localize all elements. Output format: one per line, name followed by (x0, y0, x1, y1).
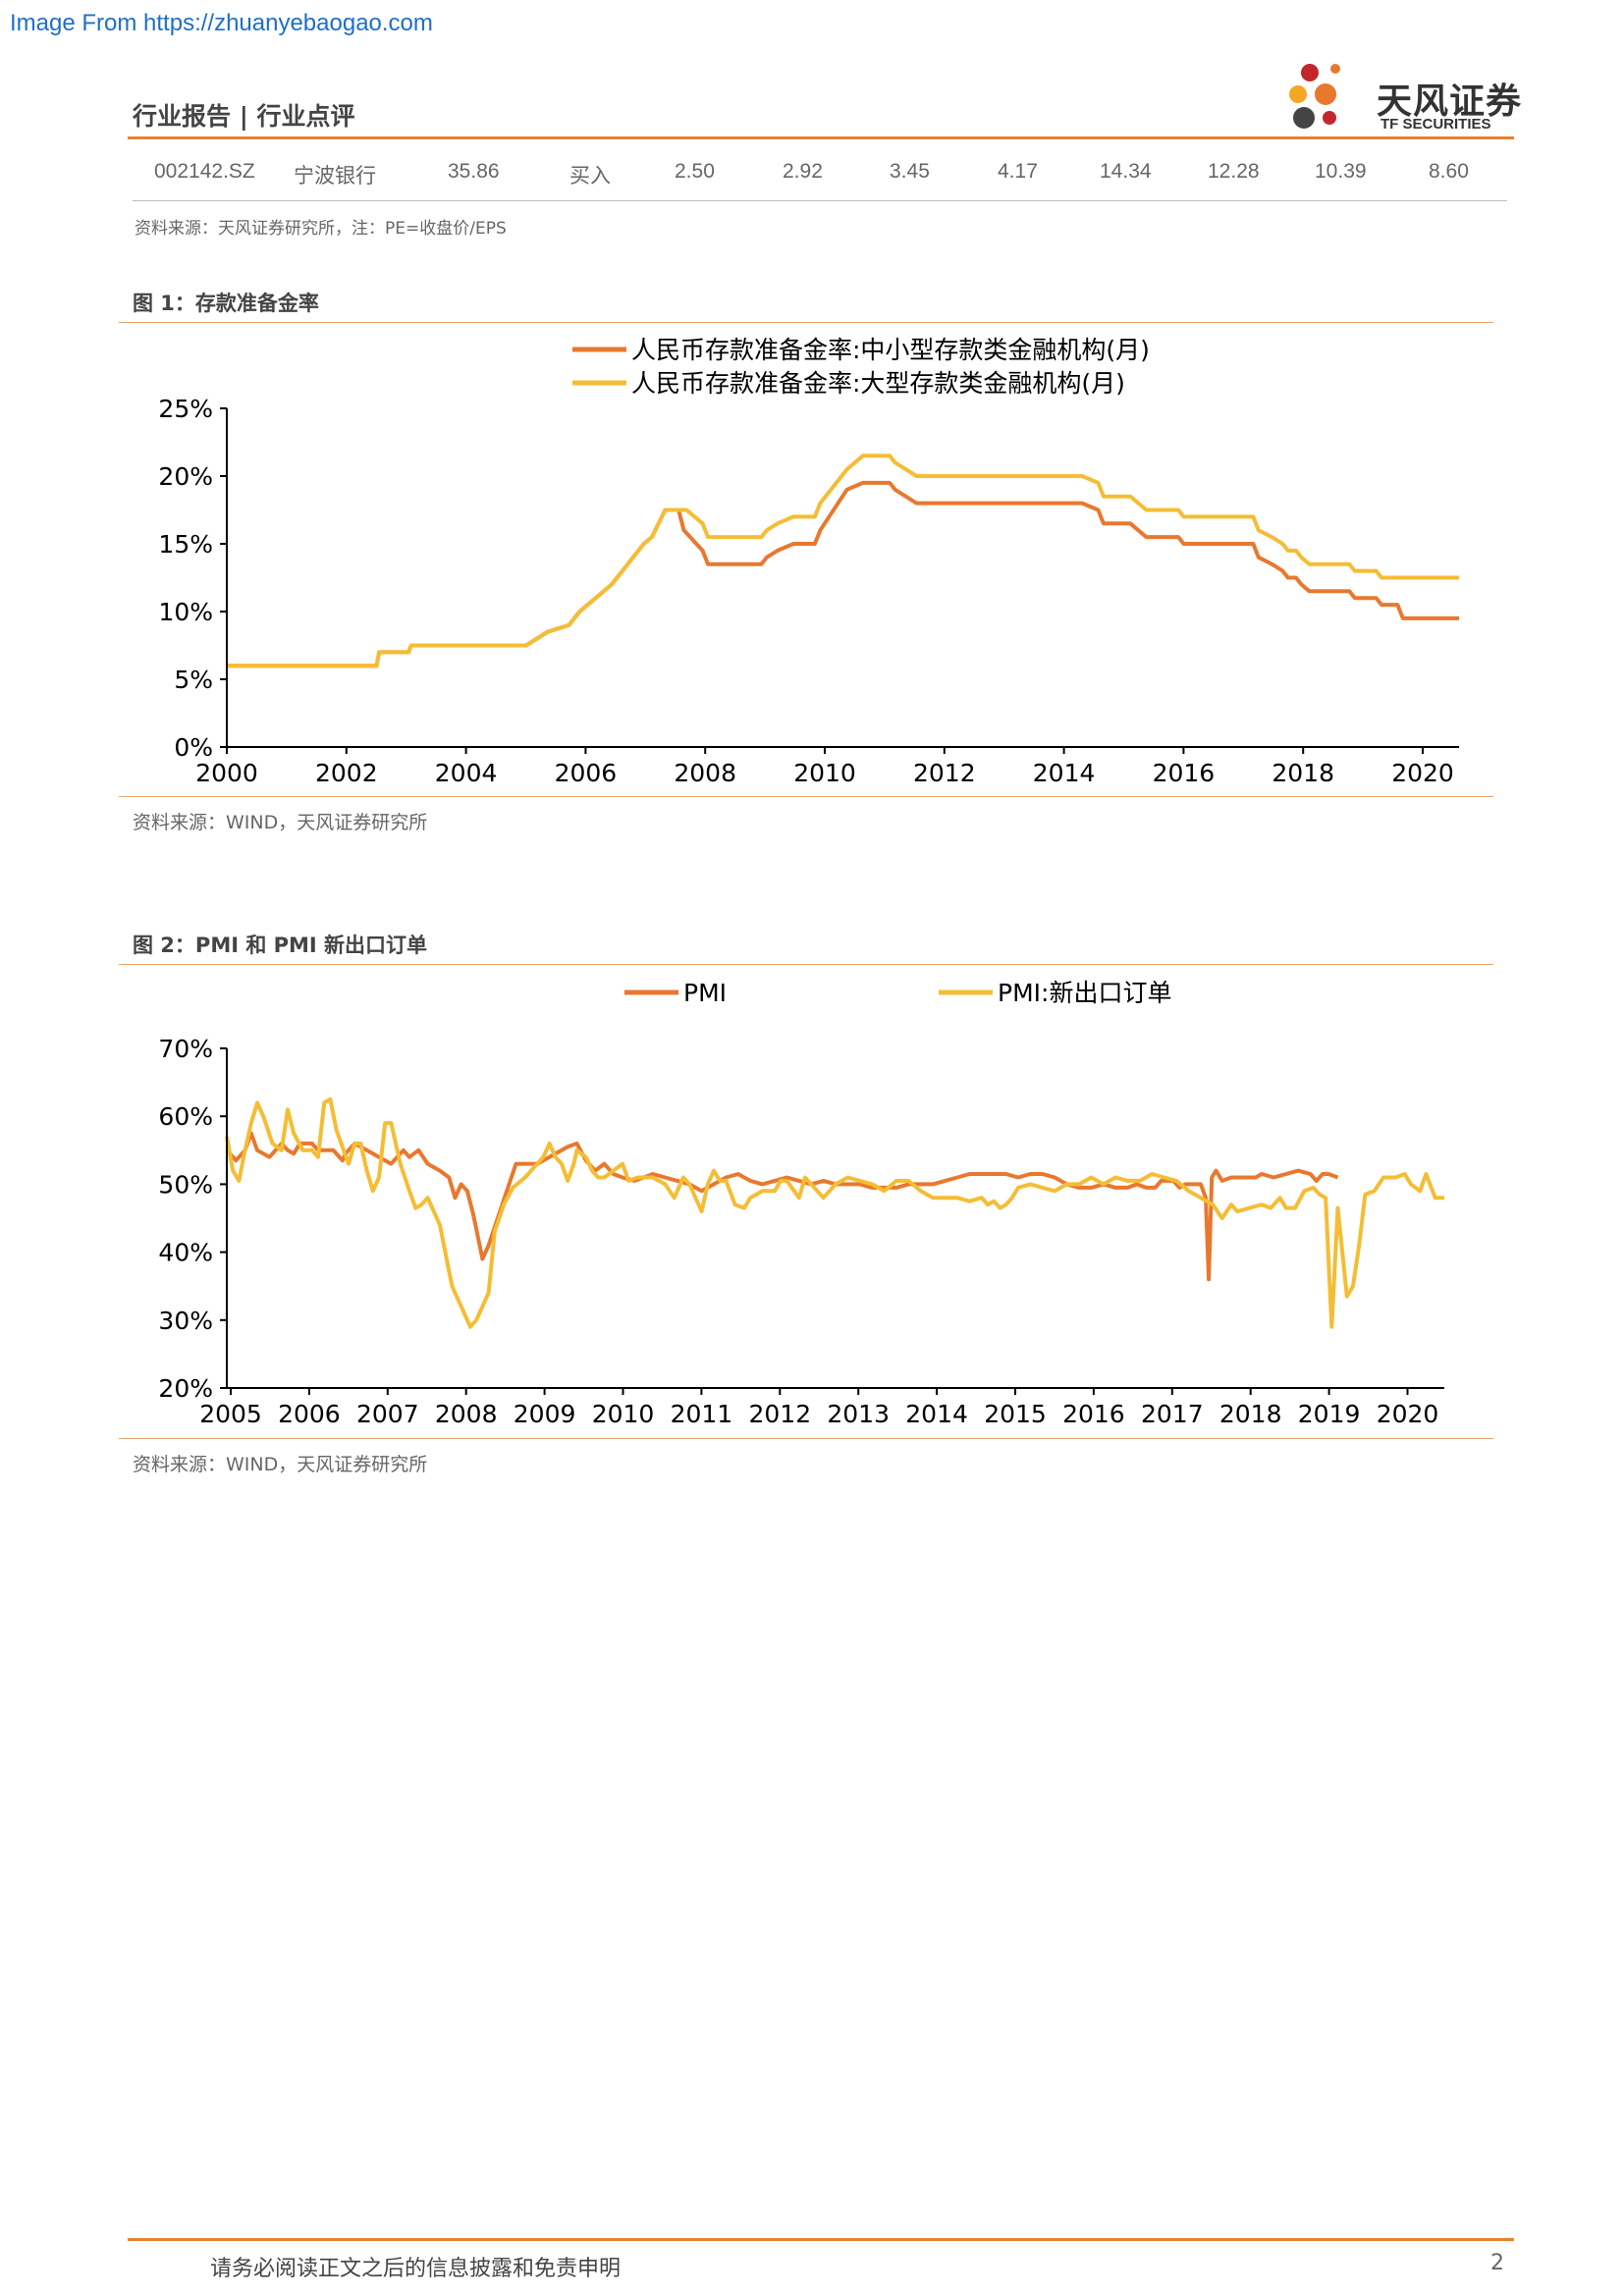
x-tick-label: 2018 (1272, 759, 1334, 787)
table-cell: 3.45 (890, 160, 930, 183)
x-tick-label: 2006 (278, 1400, 341, 1428)
figure-2-top-rule (119, 964, 1493, 965)
report-category: 行业报告 | 行业点评 (133, 102, 355, 131)
x-tick-label: 2002 (315, 759, 378, 787)
table-cell: 35.86 (448, 160, 500, 183)
y-tick-label: 0% (174, 733, 213, 762)
y-tick-label: 25% (158, 395, 213, 423)
x-tick-label: 2014 (905, 1400, 968, 1428)
x-tick-label: 2008 (674, 759, 736, 787)
x-tick-label: 2016 (1062, 1400, 1125, 1428)
y-tick-label: 40% (158, 1239, 213, 1267)
figure-2-title: 图 2：PMI 和 PMI 新出口订单 (133, 934, 428, 957)
figure-1-source: 资料来源：WIND，天风证券研究所 (133, 812, 428, 833)
page-number: 2 (1490, 2251, 1504, 2275)
x-tick-label: 2011 (671, 1400, 733, 1428)
x-tick-label: 2009 (514, 1400, 576, 1428)
y-tick-label: 5% (174, 666, 213, 694)
legend-label: PMI:新出口订单 (998, 979, 1171, 1007)
x-tick-label: 2004 (435, 759, 498, 787)
figure-2-source: 资料来源：WIND，天风证券研究所 (133, 1454, 428, 1475)
x-tick-label: 2010 (793, 759, 856, 787)
x-tick-label: 2017 (1141, 1400, 1204, 1428)
table-cell: 14.34 (1100, 160, 1152, 183)
figure-1-top-rule (119, 322, 1493, 323)
series-line (227, 480, 1459, 668)
table-source-note: 资料来源：天风证券研究所，注：PE=收盘价/EPS (135, 219, 507, 239)
table-cell: 10.39 (1315, 160, 1367, 183)
x-tick-label: 2015 (984, 1400, 1047, 1428)
legend-label: 人民币存款准备金率:大型存款类金融机构(月) (631, 369, 1125, 398)
x-tick-label: 2013 (827, 1400, 890, 1428)
y-tick-label: 20% (158, 462, 213, 491)
x-tick-label: 2019 (1298, 1400, 1361, 1428)
y-tick-label: 10% (158, 598, 213, 626)
table-cell: 4.17 (998, 160, 1038, 183)
y-tick-label: 30% (158, 1307, 213, 1335)
x-tick-label: 2012 (748, 1400, 811, 1428)
x-tick-label: 2008 (435, 1400, 498, 1428)
x-tick-label: 2020 (1377, 1400, 1439, 1428)
table-cell: 宁波银行 (294, 165, 376, 187)
company-logo (1289, 64, 1340, 129)
legend-label: PMI (683, 979, 727, 1007)
y-tick-label: 20% (158, 1374, 213, 1403)
x-tick-label: 2014 (1033, 759, 1096, 787)
header-rule (128, 136, 1514, 139)
figure-1-title: 图 1：存款准备金率 (133, 292, 319, 315)
table-cell: 8.60 (1429, 160, 1469, 183)
logo-name: 天风证券 (1377, 81, 1523, 122)
x-tick-label: 2020 (1391, 759, 1454, 787)
series-line (225, 1131, 1339, 1282)
pmi-chart: 20% 30% 40% 50% 60% 70% 2005 2006 2007 2008 2009 20… (158, 979, 1444, 1428)
y-tick-label: 60% (158, 1102, 213, 1131)
footer-disclaimer: 请务必阅读正文之后的信息披露和免责申明 (210, 2257, 622, 2281)
table-row: 002142.SZ 宁波银行 35.86 买入 2.50 2.92 3.45 4… (0, 160, 1624, 195)
x-tick-label: 2012 (913, 759, 976, 787)
figure-1-bottom-rule (119, 796, 1493, 797)
table-cell: 2.92 (783, 160, 823, 183)
table-cell: 买入 (569, 165, 611, 187)
y-tick-label: 15% (158, 530, 213, 559)
logo-mark-icon (1289, 64, 1340, 129)
table-cell: 002142.SZ (154, 160, 255, 183)
table-cell: 2.50 (675, 160, 715, 183)
figure-2-bottom-rule (119, 1438, 1493, 1439)
x-tick-label: 2018 (1219, 1400, 1282, 1428)
x-tick-label: 2010 (592, 1400, 655, 1428)
legend-label: 人民币存款准备金率:中小型存款类金融机构(月) (631, 336, 1150, 364)
series-line (227, 454, 1459, 668)
x-tick-label: 2016 (1153, 759, 1216, 787)
reserve-ratio-chart: 0% 5% 10% 15% 20% 25% 2000 2002 2004 2006 2008 2010… (158, 336, 1459, 787)
y-tick-label: 50% (158, 1170, 213, 1199)
logo-subtitle: TF SECURITIES (1380, 116, 1491, 133)
table-bottom-rule (133, 200, 1507, 201)
x-tick-label: 2006 (555, 759, 618, 787)
watermark-link[interactable]: Image From https://zhuanyebaogao.com (10, 10, 433, 36)
table-cell: 12.28 (1208, 160, 1260, 183)
x-tick-label: 2007 (356, 1400, 419, 1428)
series-line (225, 1096, 1444, 1329)
footer-rule (128, 2238, 1514, 2241)
x-tick-label: 2005 (199, 1400, 262, 1428)
y-tick-label: 70% (158, 1035, 213, 1063)
x-tick-label: 2000 (195, 759, 258, 787)
